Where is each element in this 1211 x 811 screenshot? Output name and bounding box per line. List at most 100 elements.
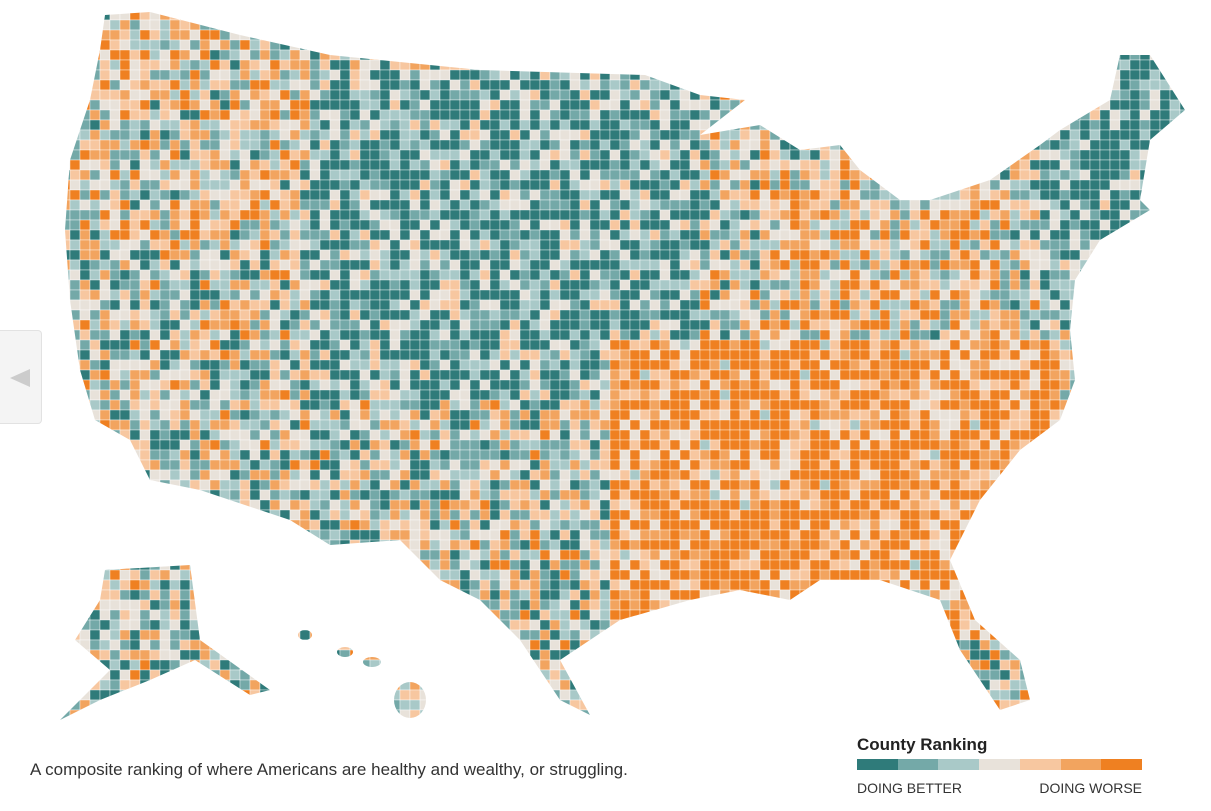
county bbox=[539, 39, 551, 51]
county bbox=[899, 339, 911, 351]
county bbox=[829, 39, 841, 51]
county bbox=[609, 12, 621, 21]
county bbox=[909, 79, 921, 91]
county bbox=[929, 349, 941, 361]
county bbox=[60, 119, 71, 131]
county bbox=[339, 389, 351, 401]
county bbox=[109, 249, 121, 261]
county bbox=[239, 129, 251, 141]
county bbox=[899, 29, 911, 41]
county bbox=[329, 149, 341, 161]
county bbox=[1029, 219, 1041, 231]
county bbox=[489, 199, 501, 211]
county bbox=[1119, 59, 1131, 71]
county bbox=[999, 389, 1011, 401]
county bbox=[159, 89, 171, 101]
county bbox=[299, 159, 311, 171]
county bbox=[99, 59, 111, 71]
county bbox=[419, 289, 431, 301]
county bbox=[559, 69, 571, 81]
county bbox=[509, 359, 521, 371]
county bbox=[199, 249, 211, 261]
county bbox=[209, 209, 221, 221]
county bbox=[359, 219, 371, 231]
county bbox=[60, 209, 71, 221]
county bbox=[269, 99, 281, 111]
county bbox=[199, 209, 211, 221]
county bbox=[99, 389, 111, 401]
county bbox=[109, 149, 121, 161]
county bbox=[779, 229, 791, 241]
county bbox=[1159, 39, 1171, 51]
county bbox=[1049, 409, 1061, 421]
county bbox=[869, 139, 881, 151]
county bbox=[609, 309, 621, 321]
county bbox=[619, 39, 631, 51]
county bbox=[409, 149, 421, 161]
county bbox=[1049, 119, 1061, 131]
county bbox=[659, 319, 671, 331]
county bbox=[1039, 319, 1051, 331]
county bbox=[479, 159, 491, 171]
county bbox=[1099, 259, 1111, 271]
county bbox=[1049, 359, 1061, 371]
county bbox=[649, 359, 661, 371]
county bbox=[279, 259, 291, 271]
county bbox=[1119, 339, 1131, 351]
county bbox=[669, 169, 681, 181]
county bbox=[519, 109, 531, 121]
county bbox=[759, 339, 771, 351]
county bbox=[369, 99, 381, 111]
county bbox=[899, 129, 911, 141]
county bbox=[919, 169, 931, 181]
county bbox=[829, 329, 841, 341]
county bbox=[1169, 229, 1181, 241]
county bbox=[299, 149, 311, 161]
county bbox=[1119, 349, 1131, 361]
county bbox=[699, 189, 711, 201]
county bbox=[1109, 199, 1121, 211]
county bbox=[479, 79, 491, 91]
county bbox=[219, 419, 231, 431]
county bbox=[799, 89, 811, 101]
county bbox=[399, 279, 411, 291]
county bbox=[109, 109, 121, 121]
county bbox=[369, 129, 381, 141]
county bbox=[959, 289, 971, 301]
county bbox=[1099, 339, 1111, 351]
county bbox=[199, 409, 211, 421]
county bbox=[1179, 399, 1185, 411]
county bbox=[389, 49, 401, 61]
county bbox=[519, 179, 531, 191]
county bbox=[589, 129, 601, 141]
county bbox=[439, 369, 451, 381]
county bbox=[909, 139, 921, 151]
county bbox=[909, 269, 921, 281]
county bbox=[1129, 59, 1141, 71]
county bbox=[260, 0, 270, 10]
county bbox=[89, 199, 101, 211]
county bbox=[649, 309, 661, 321]
county bbox=[869, 69, 881, 81]
county bbox=[869, 279, 881, 291]
county bbox=[369, 139, 381, 151]
county bbox=[309, 129, 321, 141]
county bbox=[1109, 139, 1121, 151]
county bbox=[749, 339, 761, 351]
county bbox=[759, 139, 771, 151]
county bbox=[60, 69, 71, 81]
county bbox=[799, 239, 811, 251]
county bbox=[439, 89, 451, 101]
county bbox=[1179, 29, 1185, 41]
county bbox=[169, 109, 181, 121]
county bbox=[1119, 199, 1131, 211]
county bbox=[719, 379, 731, 391]
county bbox=[699, 279, 711, 291]
county bbox=[569, 269, 581, 281]
county bbox=[719, 309, 731, 321]
county bbox=[569, 29, 581, 41]
county bbox=[699, 269, 711, 281]
county bbox=[299, 69, 311, 81]
county bbox=[649, 339, 661, 351]
county bbox=[349, 349, 361, 361]
